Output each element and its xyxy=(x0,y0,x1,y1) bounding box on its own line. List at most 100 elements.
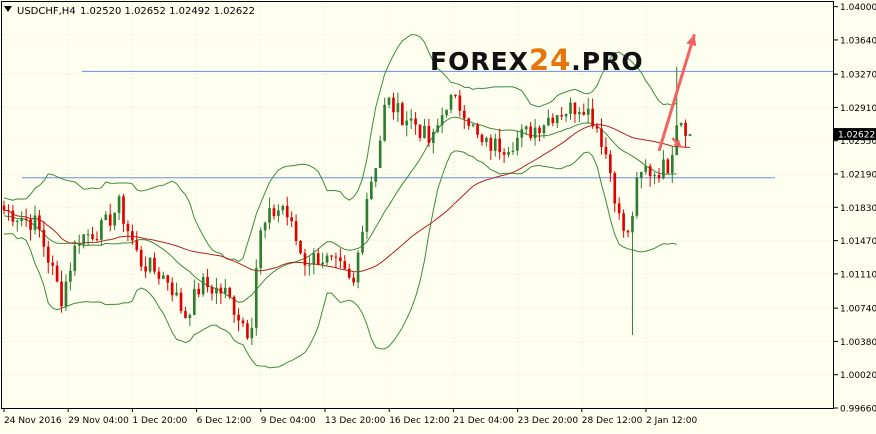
candle-body xyxy=(219,287,223,294)
candle-body xyxy=(666,159,670,174)
candle-body xyxy=(644,166,648,172)
candle-body xyxy=(445,109,448,116)
forecast-arrow-head xyxy=(686,34,697,47)
candle-body xyxy=(277,210,280,217)
watermark-part1: FOREX xyxy=(430,47,529,76)
candle-body xyxy=(241,320,245,324)
candle-body xyxy=(148,257,152,272)
candle-body xyxy=(507,151,510,155)
candle-body xyxy=(299,240,302,254)
candle-body xyxy=(365,199,369,232)
header-ohlc: 1.02520 1.02652 1.02492 1.02622 xyxy=(80,6,255,17)
candle-body xyxy=(662,159,665,179)
y-tick-label: 1.00740 xyxy=(840,305,876,315)
candle-body xyxy=(538,127,541,134)
candle-body xyxy=(595,126,599,129)
candle-body xyxy=(431,131,435,143)
candle-body xyxy=(489,137,493,151)
candle-body xyxy=(498,138,502,153)
candle-body xyxy=(144,266,147,272)
candle-body xyxy=(197,288,201,295)
candle-body xyxy=(688,134,692,136)
candle-body xyxy=(51,262,55,266)
candle-body xyxy=(387,97,391,105)
candle-body xyxy=(458,95,462,111)
candle-body xyxy=(480,134,484,143)
candle-body xyxy=(392,97,395,113)
x-tick-label: 6 Dec 12:00 xyxy=(197,416,252,426)
candle-body xyxy=(440,115,444,126)
y-tick-label: 1.01110 xyxy=(840,270,876,280)
watermark-part2: 24 xyxy=(529,43,571,77)
candle-body xyxy=(551,117,555,124)
candle-body xyxy=(471,124,475,126)
candle-body xyxy=(330,255,333,257)
candle-body xyxy=(20,218,24,221)
candle-body xyxy=(347,268,351,278)
candle-body xyxy=(462,110,466,119)
y-tick-label: 1.00380 xyxy=(840,338,876,348)
candle-body xyxy=(184,311,187,319)
candle-body xyxy=(69,270,72,282)
candle-body xyxy=(321,262,324,265)
y-tick-label: 1.02550 xyxy=(840,137,876,147)
forecast-arrow-shaft xyxy=(657,33,696,152)
candle-body xyxy=(502,152,506,155)
moving-average xyxy=(3,124,691,273)
candle-body xyxy=(400,103,404,126)
y-tick-label: 1.00020 xyxy=(840,371,876,381)
candle-body xyxy=(254,268,258,328)
candle-body xyxy=(117,196,121,213)
candle-body xyxy=(374,168,378,182)
candle-body xyxy=(454,95,457,97)
candle-body xyxy=(223,287,227,294)
candle-body xyxy=(547,117,550,126)
candle-body xyxy=(73,245,77,271)
candle-body xyxy=(511,150,515,152)
candle-body xyxy=(573,102,577,115)
candle-body xyxy=(325,255,329,263)
candle-body xyxy=(303,253,307,266)
candle-body xyxy=(675,125,679,156)
candle-body xyxy=(427,125,431,143)
candle-body xyxy=(100,220,103,240)
candle-body xyxy=(162,275,165,279)
candle-body xyxy=(591,108,594,127)
candle-body xyxy=(396,103,400,113)
candle-body xyxy=(108,214,112,226)
candle-body xyxy=(268,208,271,223)
candle-body xyxy=(294,221,298,241)
candle-body xyxy=(126,223,130,232)
band-upper xyxy=(3,34,677,262)
candle-body xyxy=(246,323,249,339)
candle-body xyxy=(228,287,232,297)
candle-body xyxy=(343,261,347,269)
x-tick-label: 24 Nov 2016 xyxy=(4,416,62,426)
candle-body xyxy=(135,240,139,250)
y-axis: 1.04000 1.03640 1.03270 1.02910 1.02550 1.021… xyxy=(834,3,876,415)
candle-body xyxy=(334,256,338,258)
x-tick-label: 13 Dec 20:00 xyxy=(325,416,386,426)
candle-body xyxy=(648,166,652,177)
x-tick-label: 29 Nov 04:00 xyxy=(68,416,129,426)
candle-body xyxy=(529,126,532,139)
candle-body xyxy=(157,271,161,279)
watermark-part3: .PRO xyxy=(571,47,643,76)
candle-body xyxy=(2,205,6,211)
candle-body xyxy=(285,205,289,218)
candle-body xyxy=(232,296,236,315)
x-tick-label: 2 Jan 12:00 xyxy=(646,416,698,426)
candle-body xyxy=(33,215,37,230)
watermark: FOREX24.PRO xyxy=(430,43,644,77)
candle-body xyxy=(24,218,28,220)
candle-body xyxy=(586,108,590,115)
x-tick-label: 21 Dec 04:00 xyxy=(453,416,514,426)
candle-body xyxy=(609,154,612,174)
candle-body xyxy=(578,111,581,115)
candle-body xyxy=(467,118,471,126)
candle-body xyxy=(290,217,294,222)
candle-body xyxy=(564,113,568,117)
candle-body xyxy=(653,175,656,177)
